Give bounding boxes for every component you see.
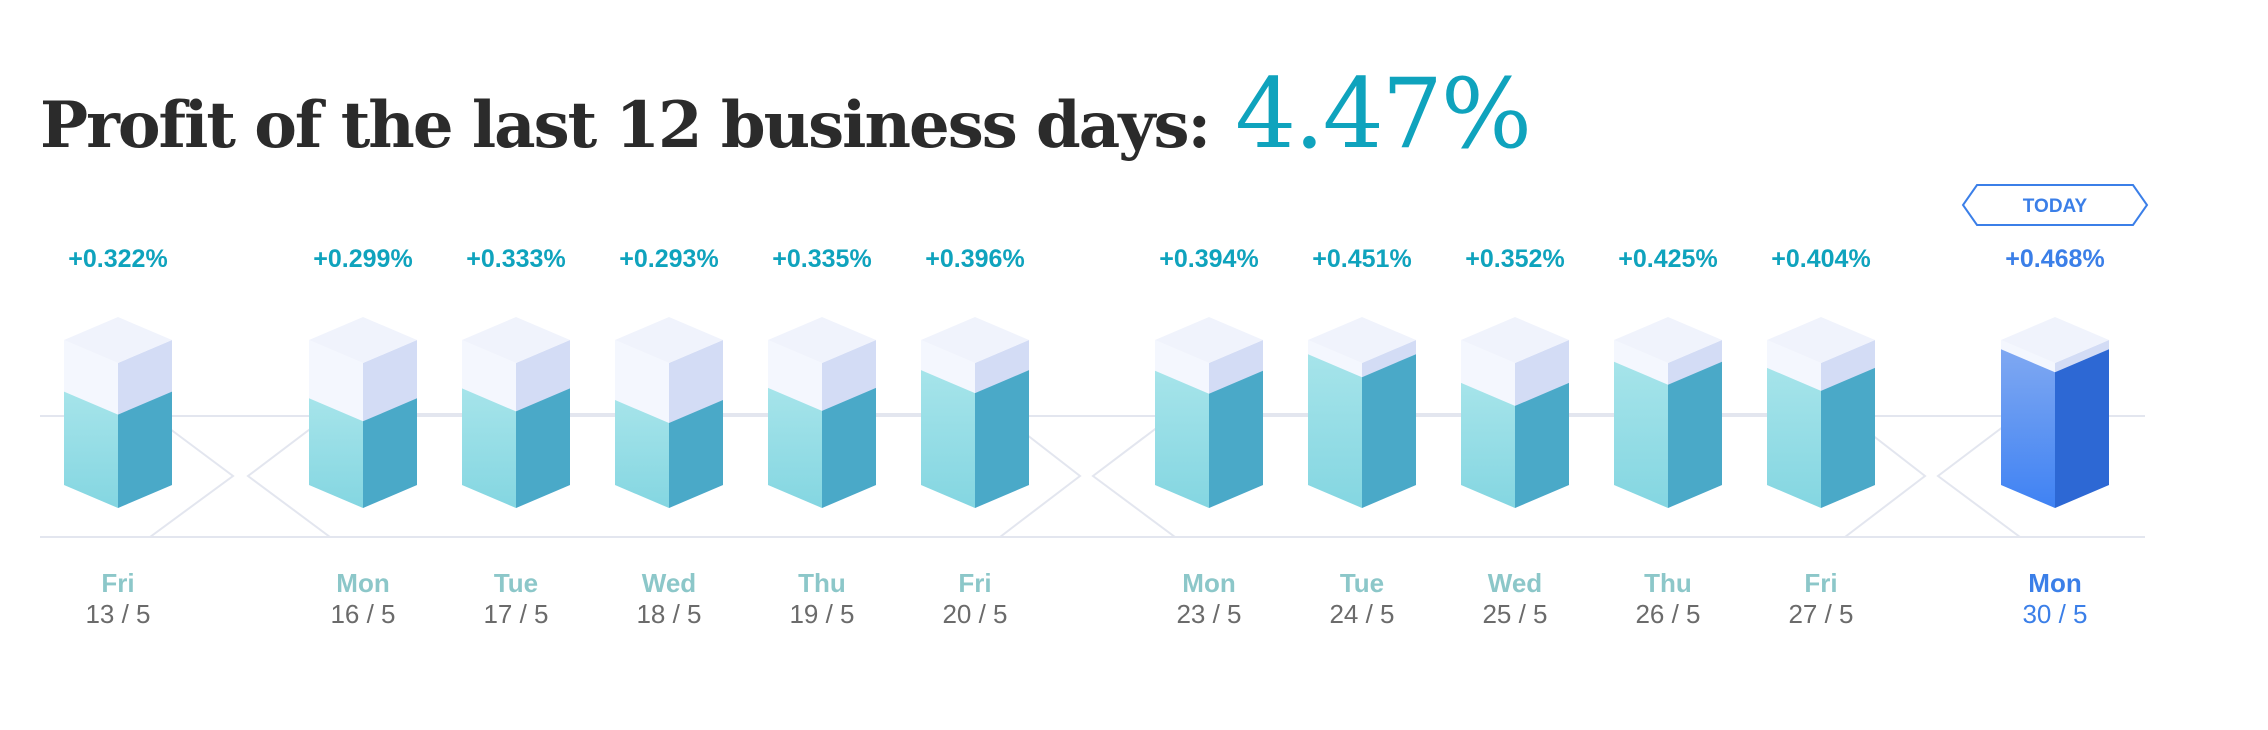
bar-front	[64, 391, 118, 508]
day-label: Wed	[642, 568, 696, 598]
value-label: +0.293%	[619, 245, 718, 273]
today-badge-label: TODAY	[2023, 196, 2088, 217]
bar-side	[1821, 367, 1875, 508]
cube-top	[768, 317, 876, 363]
bar-front	[2001, 349, 2055, 508]
cube-top	[1461, 317, 1569, 363]
today-badge	[1961, 184, 2149, 226]
cube-top	[921, 317, 1029, 363]
bar-side	[363, 398, 417, 508]
bar-front	[1308, 354, 1362, 508]
bar-side	[1515, 382, 1569, 508]
day-label: Mon	[1182, 568, 1235, 598]
cube-top	[1155, 317, 1263, 363]
cube-top	[1308, 317, 1416, 363]
date-label: 26 / 5	[1635, 599, 1700, 629]
cube-top	[64, 317, 172, 363]
day-label: Mon	[336, 568, 389, 598]
day-label: Fri	[1804, 568, 1837, 598]
value-label: +0.468%	[2005, 245, 2104, 273]
bar-side	[822, 387, 876, 508]
cube-top	[1767, 317, 1875, 363]
day-label: Tue	[494, 568, 538, 598]
bar-front	[615, 400, 669, 508]
cube-top	[2001, 317, 2109, 363]
bar-front	[768, 387, 822, 508]
value-label: +0.451%	[1312, 245, 1411, 273]
value-label: +0.352%	[1465, 245, 1564, 273]
date-label: 19 / 5	[789, 599, 854, 629]
title-label: Profit of the last 12 business days:	[40, 88, 1211, 163]
day-label: Fri	[101, 568, 134, 598]
date-label: 25 / 5	[1482, 599, 1547, 629]
chart-title: Profit of the last 12 business days: 4.4…	[40, 58, 1532, 178]
date-label: 24 / 5	[1329, 599, 1394, 629]
bar-front	[1614, 361, 1668, 508]
date-label: 17 / 5	[483, 599, 548, 629]
value-label: +0.335%	[772, 245, 871, 273]
bar-front	[309, 398, 363, 508]
date-label: 13 / 5	[85, 599, 150, 629]
date-label: 23 / 5	[1176, 599, 1241, 629]
bar-front	[1767, 367, 1821, 508]
date-label: 20 / 5	[942, 599, 1007, 629]
cube-top	[462, 317, 570, 363]
value-label: +0.425%	[1618, 245, 1717, 273]
bar-side	[118, 391, 172, 508]
day-label: Mon	[2028, 568, 2081, 598]
bar-side	[669, 400, 723, 508]
date-label: 27 / 5	[1788, 599, 1853, 629]
day-label: Thu	[798, 568, 846, 598]
cube-top	[309, 317, 417, 363]
date-label: 18 / 5	[636, 599, 701, 629]
day-label: Wed	[1488, 568, 1542, 598]
date-label: 16 / 5	[330, 599, 395, 629]
bar-front	[921, 370, 975, 508]
day-label: Thu	[1644, 568, 1692, 598]
total-profit-value: 4.47%	[1235, 58, 1532, 170]
bar-side	[1209, 370, 1263, 508]
bar-front	[1461, 382, 1515, 508]
value-label: +0.404%	[1771, 245, 1870, 273]
cube-top	[615, 317, 723, 363]
bar-side	[1362, 354, 1416, 508]
bar-side	[2055, 349, 2109, 508]
value-label: +0.396%	[925, 245, 1024, 273]
day-label: Tue	[1340, 568, 1384, 598]
bar-side	[516, 388, 570, 508]
bar-side	[975, 370, 1029, 508]
bar-front	[1155, 370, 1209, 508]
cube-top	[1614, 317, 1722, 363]
value-label: +0.299%	[313, 245, 412, 273]
day-label: Fri	[958, 568, 991, 598]
value-label: +0.333%	[466, 245, 565, 273]
value-label: +0.394%	[1159, 245, 1258, 273]
date-label: 30 / 5	[2022, 599, 2087, 629]
value-label: +0.322%	[68, 245, 167, 273]
bar-front	[462, 388, 516, 508]
bar-side	[1668, 361, 1722, 508]
